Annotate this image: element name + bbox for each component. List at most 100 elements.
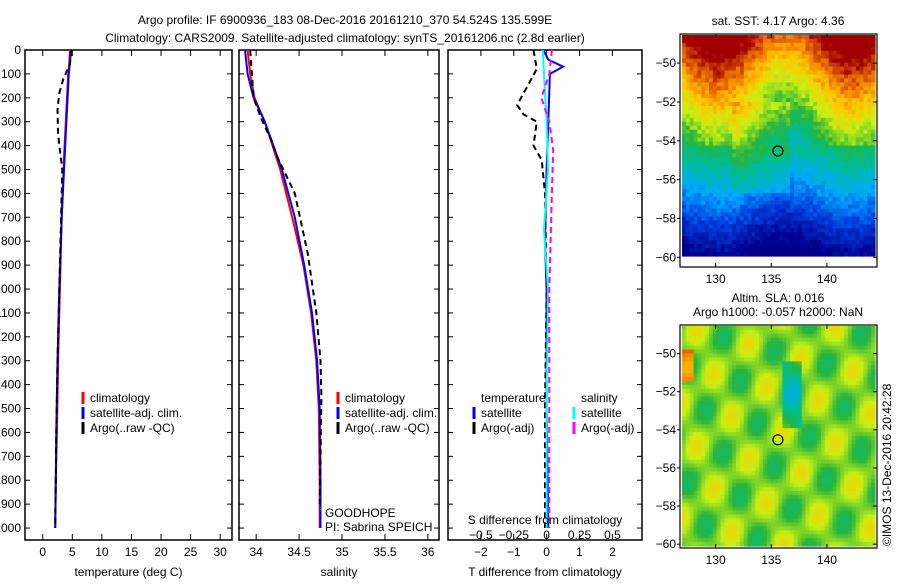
map-cell bbox=[798, 365, 803, 370]
map-cell bbox=[863, 232, 868, 237]
map-cell bbox=[697, 464, 702, 469]
map-cell bbox=[779, 82, 784, 87]
map-cell bbox=[717, 39, 722, 44]
map-cell bbox=[775, 71, 780, 76]
map-cell bbox=[690, 224, 695, 229]
map-cell bbox=[748, 326, 753, 331]
map-cell bbox=[690, 153, 695, 158]
map-cell bbox=[775, 130, 780, 135]
map-cell bbox=[740, 424, 745, 429]
map-cell bbox=[844, 381, 849, 386]
map-cell bbox=[759, 448, 764, 453]
map-cell bbox=[736, 464, 741, 469]
map-cell bbox=[825, 385, 830, 390]
map-cell bbox=[852, 98, 857, 103]
map-cell bbox=[786, 149, 791, 154]
map-cell bbox=[856, 43, 861, 48]
temperature-xlabel: temperature (deg C) bbox=[74, 565, 182, 579]
map-cell bbox=[697, 326, 702, 331]
map-cell bbox=[798, 142, 803, 147]
map-cell bbox=[759, 409, 764, 414]
map-cell bbox=[833, 169, 838, 174]
map-cell bbox=[736, 471, 741, 476]
map-cell bbox=[798, 126, 803, 131]
map-cell bbox=[767, 436, 772, 441]
map-cell bbox=[717, 381, 722, 386]
map-cell bbox=[833, 412, 838, 417]
series-line-argo-raw-qc- bbox=[250, 50, 321, 504]
map-cell bbox=[721, 78, 726, 83]
map-cell bbox=[728, 412, 733, 417]
map-cell bbox=[740, 55, 745, 60]
map-cell bbox=[740, 149, 745, 154]
map-cell bbox=[852, 409, 857, 414]
map-cell bbox=[709, 428, 714, 433]
map-cell bbox=[844, 59, 849, 64]
map-cell bbox=[717, 224, 722, 229]
map-cell bbox=[856, 110, 861, 115]
map-cell bbox=[701, 467, 706, 472]
map-cell bbox=[786, 369, 791, 374]
map-cell bbox=[779, 460, 784, 465]
map-cell bbox=[844, 157, 849, 162]
map-cell bbox=[736, 456, 741, 461]
map-cell bbox=[836, 424, 841, 429]
map-cell bbox=[690, 440, 695, 445]
map-cell bbox=[728, 185, 733, 190]
map-cell bbox=[833, 205, 838, 210]
map-cell bbox=[779, 365, 784, 370]
map-cell bbox=[825, 185, 830, 190]
map-cell bbox=[728, 420, 733, 425]
map-cell bbox=[786, 47, 791, 52]
map-cell bbox=[736, 381, 741, 386]
map-cell bbox=[844, 185, 849, 190]
map-cell bbox=[836, 43, 841, 48]
map-cell bbox=[709, 330, 714, 335]
map-cell bbox=[836, 55, 841, 60]
map-cell bbox=[697, 405, 702, 410]
map-cell bbox=[836, 98, 841, 103]
map-cell bbox=[759, 377, 764, 382]
map-cell bbox=[806, 67, 811, 72]
map-cell bbox=[844, 189, 849, 194]
map-cell bbox=[759, 452, 764, 457]
map-cell bbox=[690, 381, 695, 386]
map-cell bbox=[736, 134, 741, 139]
map-cell bbox=[740, 75, 745, 80]
legend-title-salinity: salinity bbox=[581, 391, 618, 405]
map-cell bbox=[798, 59, 803, 64]
map-cell bbox=[709, 416, 714, 421]
map-cell bbox=[775, 94, 780, 99]
map-cell bbox=[721, 90, 726, 95]
map-cell bbox=[813, 412, 818, 417]
map-cell bbox=[775, 43, 780, 48]
map-cell bbox=[775, 47, 780, 52]
map-cell bbox=[817, 452, 822, 457]
map-cell bbox=[690, 110, 695, 115]
map-cell bbox=[697, 149, 702, 154]
map-cell bbox=[844, 365, 849, 370]
map-cell bbox=[736, 342, 741, 347]
map-cell bbox=[759, 169, 764, 174]
map-cell bbox=[767, 409, 772, 414]
map-cell bbox=[798, 165, 803, 170]
map-cell bbox=[682, 420, 687, 425]
map-cell bbox=[690, 393, 695, 398]
map-cell bbox=[728, 475, 733, 480]
map-cell bbox=[798, 71, 803, 76]
map-cell bbox=[852, 51, 857, 56]
map-cell bbox=[786, 228, 791, 233]
map-cell bbox=[856, 173, 861, 178]
map-cell bbox=[728, 90, 733, 95]
map-cell bbox=[798, 405, 803, 410]
map-cell bbox=[748, 63, 753, 68]
map-cell bbox=[701, 59, 706, 64]
map-cell bbox=[798, 393, 803, 398]
map-cell bbox=[767, 381, 772, 386]
map-cell bbox=[871, 130, 876, 135]
map-cell bbox=[709, 252, 714, 257]
map-cell bbox=[740, 436, 745, 441]
map-cell bbox=[767, 67, 772, 72]
map-cell bbox=[775, 106, 780, 111]
map-cell bbox=[748, 86, 753, 91]
